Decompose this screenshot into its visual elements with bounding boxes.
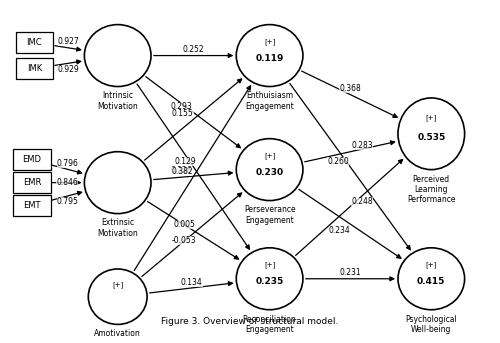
Text: [+]: [+]	[426, 261, 437, 268]
Text: 0.283: 0.283	[352, 141, 374, 150]
Text: 0.535: 0.535	[417, 133, 446, 142]
Text: -0.053: -0.053	[171, 236, 196, 245]
Text: 0.231: 0.231	[340, 269, 361, 277]
Text: 0.795: 0.795	[56, 197, 78, 206]
Text: 0.230: 0.230	[256, 168, 283, 177]
Ellipse shape	[236, 248, 303, 310]
Text: 0.155: 0.155	[172, 109, 194, 118]
FancyBboxPatch shape	[14, 172, 51, 193]
Text: 0.929: 0.929	[58, 64, 80, 74]
Text: [+]: [+]	[264, 152, 276, 159]
Ellipse shape	[84, 152, 151, 214]
Text: 0.119: 0.119	[256, 54, 284, 63]
Text: EMD: EMD	[22, 155, 42, 164]
Text: 0.134: 0.134	[181, 277, 203, 287]
Text: [+]: [+]	[264, 261, 276, 268]
Text: [+]: [+]	[112, 281, 124, 288]
FancyBboxPatch shape	[16, 58, 53, 79]
Text: 0.260: 0.260	[328, 157, 349, 166]
Text: Reconciliation
Engagement: Reconciliation Engagement	[242, 315, 296, 334]
Text: 0.293: 0.293	[170, 102, 192, 111]
Text: EMT: EMT	[23, 201, 40, 210]
Text: 0.252: 0.252	[183, 45, 204, 54]
Text: [+]: [+]	[426, 114, 437, 121]
Ellipse shape	[84, 25, 151, 86]
Text: Figure 3. Overview of structural model.: Figure 3. Overview of structural model.	[162, 317, 338, 326]
Text: IMC: IMC	[26, 38, 42, 47]
Ellipse shape	[236, 25, 303, 86]
Ellipse shape	[398, 98, 464, 170]
Text: Intrinsic
Motivation: Intrinsic Motivation	[98, 92, 138, 111]
Text: 0.368: 0.368	[339, 84, 361, 93]
Text: IMK: IMK	[27, 64, 42, 73]
Ellipse shape	[88, 269, 147, 324]
Text: Perceived
Learning
Performance: Perceived Learning Performance	[407, 175, 456, 204]
Text: Psychological
Well-being: Psychological Well-being	[406, 315, 457, 334]
Text: 0.129: 0.129	[174, 157, 196, 166]
Text: EMR: EMR	[23, 178, 41, 187]
Ellipse shape	[236, 139, 303, 201]
Text: 0.234: 0.234	[329, 226, 350, 235]
Text: 0.235: 0.235	[256, 277, 283, 286]
FancyBboxPatch shape	[14, 195, 51, 216]
Text: 0.796: 0.796	[56, 159, 78, 168]
Text: 0.846: 0.846	[56, 178, 78, 187]
FancyBboxPatch shape	[16, 32, 53, 53]
Text: 0.927: 0.927	[58, 37, 80, 47]
Text: 0.005: 0.005	[174, 220, 196, 229]
Text: Perseverance
Engagement: Perseverance Engagement	[244, 205, 296, 225]
Text: 0.248: 0.248	[351, 197, 372, 206]
Text: 0.415: 0.415	[417, 277, 446, 286]
Text: Amotivation: Amotivation	[94, 329, 141, 338]
Text: [+]: [+]	[264, 38, 276, 45]
Text: Extrinsic
Motivation: Extrinsic Motivation	[98, 218, 138, 238]
Text: 0.226: 0.226	[170, 166, 192, 175]
FancyBboxPatch shape	[14, 150, 51, 170]
Ellipse shape	[398, 248, 464, 310]
Text: 0.382: 0.382	[171, 167, 193, 176]
Text: Enthuisiasm
Engagement: Enthuisiasm Engagement	[245, 92, 294, 111]
